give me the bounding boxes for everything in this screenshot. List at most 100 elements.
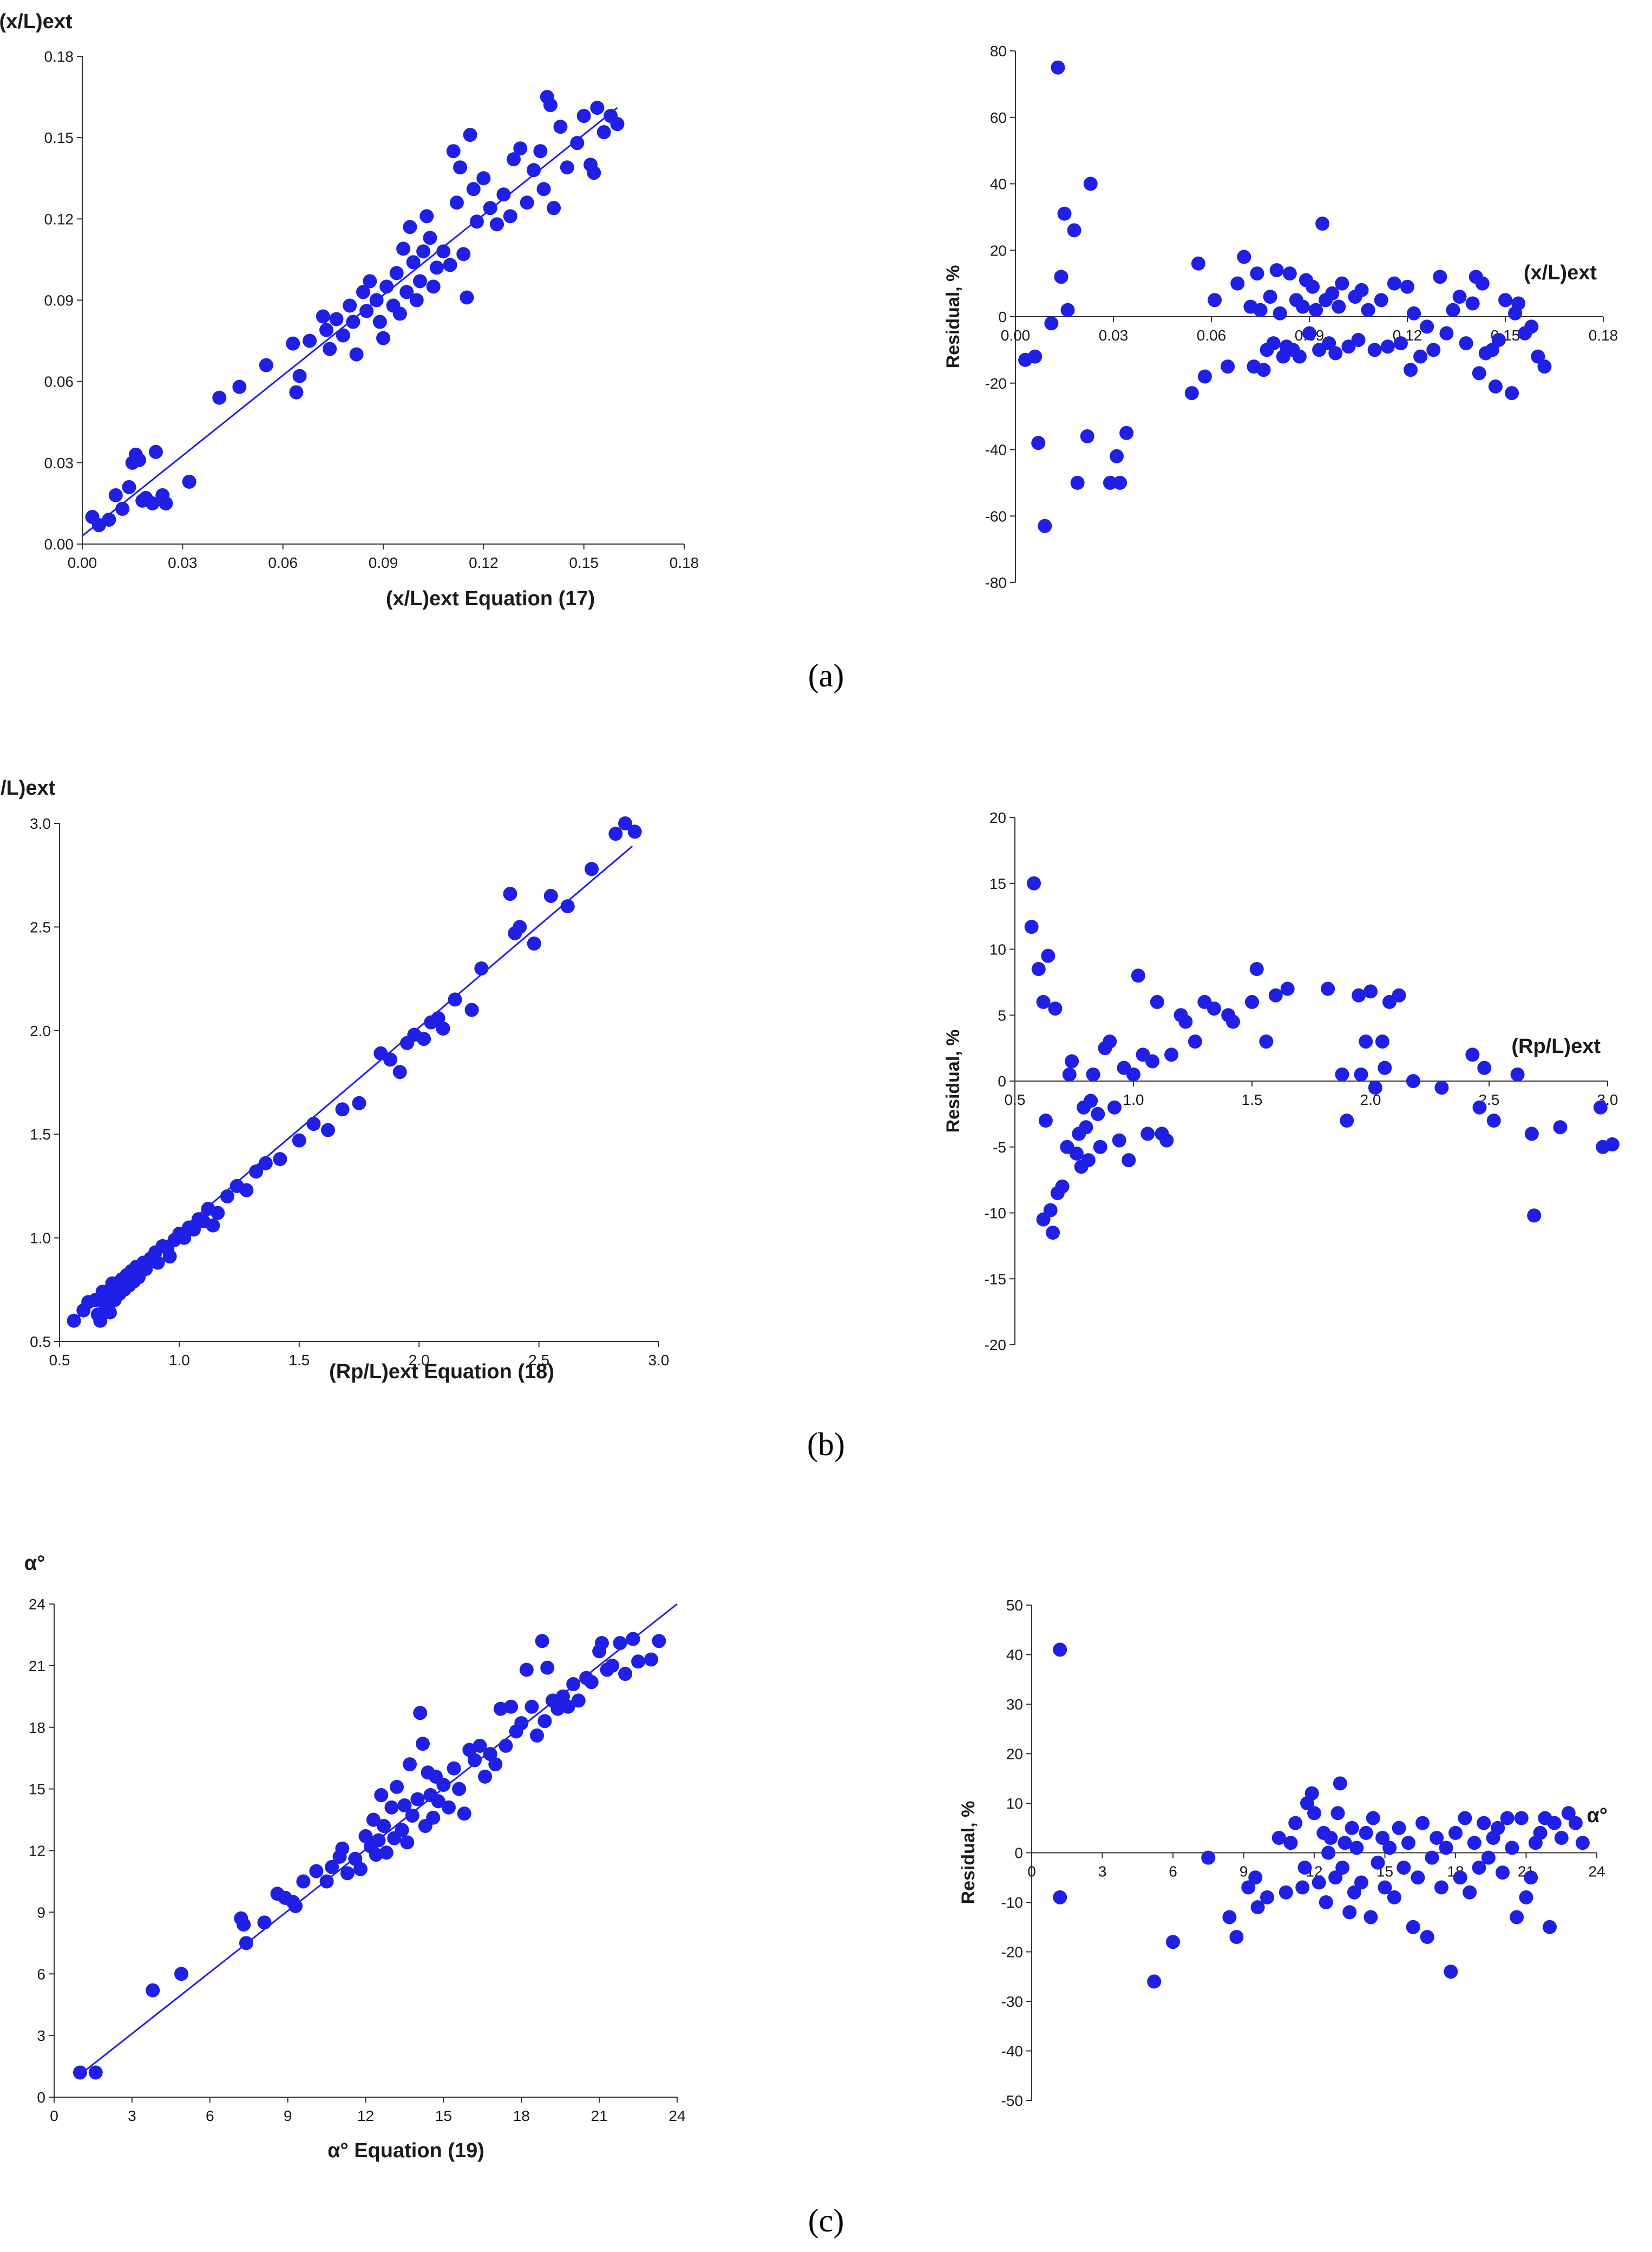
data-point <box>496 187 511 202</box>
data-point <box>292 1133 306 1148</box>
data-point <box>449 195 464 210</box>
data-point <box>1328 346 1343 361</box>
x-tick-label: 0.12 <box>469 554 499 571</box>
data-point <box>1413 349 1428 364</box>
x-tick-label: 1.5 <box>1242 1091 1263 1108</box>
data-point <box>1043 1203 1058 1217</box>
data-point <box>67 1313 81 1328</box>
data-point <box>309 1864 324 1878</box>
x-tick-label: 12 <box>357 2107 374 2124</box>
y-tick-label: 0 <box>1014 1845 1023 1862</box>
y-tick-label: 24 <box>29 1596 45 1613</box>
panel-label-a: (a) <box>808 658 844 693</box>
data-point <box>406 255 421 270</box>
data-point <box>1465 296 1480 311</box>
x-tick-label: 18 <box>513 2107 530 2124</box>
data-point <box>1342 1905 1357 1920</box>
data-point <box>249 1164 264 1179</box>
y-tick-label: 9 <box>37 1904 45 1921</box>
data-point <box>1145 1054 1160 1069</box>
data-point <box>1070 475 1085 490</box>
data-point <box>73 2065 87 2080</box>
data-point <box>319 323 333 337</box>
x-tick-label: 1.5 <box>289 1352 310 1369</box>
data-point <box>1397 1860 1411 1875</box>
data-point <box>392 1065 407 1079</box>
data-point <box>416 244 431 259</box>
y-tick-label: 10 <box>1006 1795 1023 1812</box>
data-point <box>1524 1870 1538 1885</box>
data-point <box>561 1699 575 1714</box>
data-point <box>443 258 457 272</box>
data-point <box>1505 386 1519 401</box>
data-point <box>1103 1034 1117 1049</box>
data-point <box>1112 1133 1126 1148</box>
data-point <box>1500 1811 1515 1825</box>
data-point <box>457 1806 471 1821</box>
data-point <box>1393 336 1408 351</box>
data-point <box>566 1677 581 1692</box>
data-point <box>1230 276 1245 291</box>
x-tick-label: 2.5 <box>528 1352 549 1369</box>
data-point <box>1131 968 1145 983</box>
y-tick-label: -20 <box>1001 1944 1023 1961</box>
data-point <box>576 109 591 123</box>
data-point <box>403 1757 417 1772</box>
data-point <box>525 1699 539 1714</box>
data-point <box>1091 1107 1105 1121</box>
data-point <box>1079 1120 1093 1135</box>
data-point <box>1340 1114 1354 1128</box>
data-point <box>506 152 521 167</box>
x-tick-label: 3 <box>128 2107 136 2124</box>
y-axis-title: Residual, % <box>943 1030 963 1133</box>
data-point <box>258 1156 273 1170</box>
x-tick-label: 9 <box>284 2107 292 2124</box>
data-point <box>1055 1179 1070 1194</box>
data-point <box>1415 1816 1430 1830</box>
data-point <box>389 266 404 280</box>
data-point <box>1392 988 1406 1003</box>
data-point <box>1263 290 1277 304</box>
data-point <box>212 390 227 405</box>
y-tick-label: 60 <box>990 109 1007 126</box>
y-axis-title: (Rp/L)ext <box>0 777 56 800</box>
y-tick-label: -60 <box>985 508 1007 525</box>
y-tick-label: 0.06 <box>44 374 74 390</box>
y-tick-label: 0 <box>37 2089 45 2106</box>
y-tick-label: 0.00 <box>44 536 74 553</box>
data-point <box>1472 1100 1487 1115</box>
data-point <box>1208 293 1222 307</box>
data-point <box>371 1833 386 1848</box>
data-point <box>1568 1816 1583 1830</box>
data-point <box>513 141 528 156</box>
data-point <box>473 1738 487 1753</box>
y-tick-label: 10 <box>989 941 1006 958</box>
data-point <box>1459 336 1473 351</box>
data-point <box>441 1800 456 1815</box>
data-point <box>1222 1910 1237 1924</box>
data-point <box>369 293 384 307</box>
data-point <box>608 827 623 841</box>
data-point <box>1505 1841 1519 1855</box>
data-point <box>1477 1060 1492 1075</box>
data-point <box>1491 332 1506 347</box>
data-point <box>527 163 541 178</box>
data-point <box>1057 206 1072 221</box>
data-point <box>490 217 504 232</box>
data-point <box>1543 1920 1557 1934</box>
data-point <box>108 488 123 502</box>
x-axis-title: (x/L)ext <box>1524 261 1597 284</box>
data-point <box>1472 366 1486 381</box>
data-point <box>1352 988 1366 1003</box>
data-point <box>1531 349 1545 364</box>
data-point <box>1307 1806 1321 1821</box>
data-point <box>618 816 633 830</box>
x-tick-label: 1.0 <box>1123 1091 1144 1108</box>
data-point <box>535 1634 549 1648</box>
data-point <box>553 120 568 134</box>
data-point <box>469 214 484 229</box>
x-tick-label: 0.06 <box>1197 327 1227 344</box>
x-tick-label: 0.06 <box>268 554 298 571</box>
data-point <box>1081 1153 1096 1168</box>
data-point <box>1297 1860 1312 1875</box>
